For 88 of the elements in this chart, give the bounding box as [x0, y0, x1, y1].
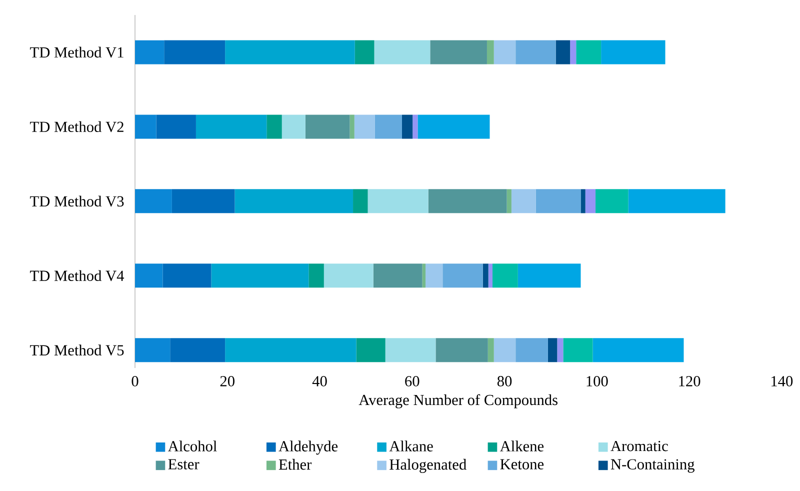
bar	[422, 264, 426, 288]
bar	[601, 40, 666, 64]
bar	[592, 338, 684, 362]
bar	[585, 189, 596, 214]
y-tick-label: TD Method V4	[30, 270, 124, 282]
legend-label: Aromatic	[610, 440, 668, 452]
bar	[596, 189, 628, 214]
y-tick-label: TD Method V2	[30, 121, 124, 132]
bar	[488, 338, 494, 362]
bar	[418, 114, 490, 139]
bar	[426, 264, 443, 288]
bar	[536, 189, 581, 214]
bar	[402, 114, 413, 139]
bar	[482, 264, 488, 288]
x-tick-label: 140	[772, 376, 793, 386]
bar	[266, 114, 282, 139]
legend-label: Ester	[168, 459, 200, 470]
bar	[356, 338, 386, 362]
bar	[494, 40, 516, 64]
bar	[385, 338, 436, 362]
x-tick-label: 100	[586, 376, 608, 386]
bar	[436, 338, 488, 362]
bar	[557, 338, 564, 362]
bar	[234, 189, 354, 214]
bar	[350, 114, 354, 139]
bar	[162, 264, 212, 288]
x-axis-title: Average Number of Compounds	[358, 394, 558, 408]
bar	[305, 114, 350, 139]
x-tick-label: 0	[132, 376, 138, 386]
bar	[511, 189, 536, 214]
bar	[156, 114, 196, 139]
bar	[506, 189, 512, 214]
bar	[442, 264, 483, 288]
bar	[628, 189, 726, 214]
bar	[488, 264, 493, 288]
bar	[374, 114, 402, 139]
bar	[570, 40, 576, 64]
bar	[354, 114, 375, 139]
bar	[354, 40, 374, 64]
bar	[516, 338, 548, 362]
x-tick-label: 120	[679, 376, 700, 386]
legend-label: Alkene	[500, 440, 544, 452]
bar	[430, 40, 487, 64]
bar	[172, 189, 235, 214]
bar	[374, 40, 430, 64]
legend-label: Ether	[278, 458, 312, 470]
x-tick-label: 20	[220, 376, 234, 386]
bar	[196, 114, 267, 139]
bar	[548, 338, 558, 362]
bar	[412, 114, 418, 139]
bar	[170, 338, 226, 362]
bar	[563, 338, 593, 362]
bar	[282, 114, 306, 139]
bar	[135, 264, 163, 288]
legend-label: Alcohol	[168, 440, 217, 452]
legend-label: Aldehyde	[278, 440, 338, 455]
legend-label: Halogenated	[390, 458, 466, 473]
x-tick-label: 40	[312, 376, 327, 386]
bar	[518, 264, 581, 288]
bar	[135, 338, 170, 362]
legend-label: Alkane	[389, 440, 433, 452]
bar	[225, 40, 355, 64]
bar	[135, 189, 172, 214]
bar	[516, 40, 556, 64]
bar	[556, 40, 570, 64]
bar	[308, 264, 324, 288]
bar	[225, 338, 356, 362]
legend-label: N-Containing	[610, 459, 695, 473]
bar	[373, 264, 422, 288]
y-tick-label: TD Method V3	[30, 196, 124, 207]
bar	[492, 264, 518, 288]
bar	[486, 40, 494, 64]
bar	[164, 40, 226, 64]
x-tick-label: 80	[497, 376, 512, 386]
bar	[324, 264, 374, 288]
x-tick-label: 60	[405, 376, 420, 386]
bar	[428, 189, 507, 214]
bar	[494, 338, 516, 362]
bar	[576, 40, 602, 64]
bar	[135, 40, 164, 64]
y-tick-label: TD Method V1	[30, 46, 124, 58]
bar	[135, 114, 156, 139]
bar	[368, 189, 428, 214]
y-tick-label: TD Method V5	[30, 344, 124, 356]
bar	[580, 189, 586, 214]
bar	[211, 264, 309, 288]
legend-label: Ketone	[500, 459, 544, 470]
bar	[353, 189, 368, 214]
